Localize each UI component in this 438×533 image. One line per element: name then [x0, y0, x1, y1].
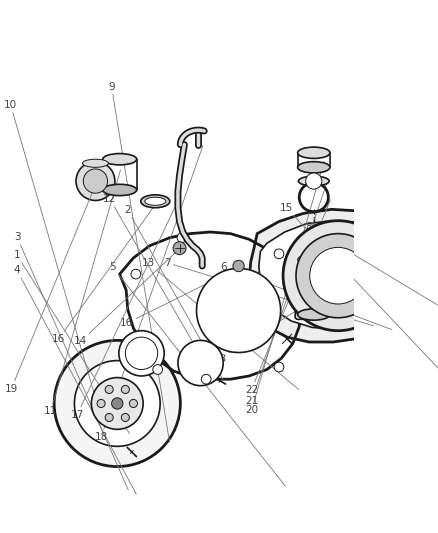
Circle shape	[131, 269, 141, 279]
Ellipse shape	[297, 309, 330, 320]
Circle shape	[434, 364, 438, 385]
Circle shape	[119, 330, 164, 376]
Circle shape	[293, 297, 303, 307]
Text: 16: 16	[52, 204, 156, 344]
Ellipse shape	[102, 154, 137, 165]
Circle shape	[105, 414, 113, 422]
Text: 3: 3	[14, 232, 128, 490]
Text: 18: 18	[94, 146, 203, 442]
Circle shape	[92, 377, 143, 430]
FancyBboxPatch shape	[295, 254, 332, 319]
Circle shape	[97, 399, 105, 408]
Ellipse shape	[82, 159, 108, 167]
Text: 23: 23	[213, 288, 333, 364]
Circle shape	[197, 269, 281, 352]
Circle shape	[283, 221, 393, 330]
Circle shape	[83, 169, 108, 193]
Text: 5: 5	[110, 262, 286, 486]
Circle shape	[274, 249, 284, 259]
Circle shape	[129, 399, 138, 408]
Text: 15: 15	[279, 203, 438, 373]
Text: 17: 17	[71, 200, 178, 419]
Text: 8: 8	[305, 222, 438, 305]
Text: 21: 21	[245, 184, 327, 406]
Circle shape	[274, 362, 284, 372]
Circle shape	[177, 233, 187, 243]
Ellipse shape	[297, 254, 330, 265]
Text: 20: 20	[245, 161, 324, 415]
Ellipse shape	[102, 184, 137, 196]
Circle shape	[178, 341, 223, 386]
Ellipse shape	[297, 147, 330, 158]
Text: 12: 12	[103, 194, 213, 377]
Text: 4: 4	[14, 265, 136, 494]
Circle shape	[201, 374, 211, 384]
Text: 10: 10	[4, 100, 96, 401]
Circle shape	[310, 247, 366, 304]
Circle shape	[76, 161, 115, 200]
Circle shape	[296, 233, 380, 318]
Ellipse shape	[298, 176, 329, 186]
Text: 7: 7	[164, 258, 374, 326]
Circle shape	[173, 242, 186, 255]
Circle shape	[54, 341, 180, 466]
Text: 13: 13	[141, 258, 299, 390]
Circle shape	[233, 260, 244, 272]
Text: 6: 6	[220, 262, 392, 330]
Text: 14: 14	[74, 248, 181, 346]
Ellipse shape	[141, 195, 170, 208]
Circle shape	[112, 398, 123, 409]
Circle shape	[153, 365, 162, 374]
Circle shape	[121, 385, 129, 393]
Text: 16: 16	[120, 267, 240, 328]
Text: 22: 22	[245, 200, 331, 394]
Ellipse shape	[145, 197, 166, 205]
Ellipse shape	[297, 161, 330, 173]
Text: 11: 11	[44, 170, 120, 416]
Text: 1: 1	[14, 250, 130, 433]
Polygon shape	[259, 221, 414, 329]
Text: 2: 2	[124, 205, 223, 381]
Circle shape	[105, 385, 113, 393]
Circle shape	[306, 173, 322, 189]
Text: 9: 9	[108, 82, 170, 441]
Circle shape	[74, 361, 160, 446]
Polygon shape	[249, 209, 429, 342]
Text: 19: 19	[5, 184, 96, 394]
Circle shape	[121, 414, 129, 422]
